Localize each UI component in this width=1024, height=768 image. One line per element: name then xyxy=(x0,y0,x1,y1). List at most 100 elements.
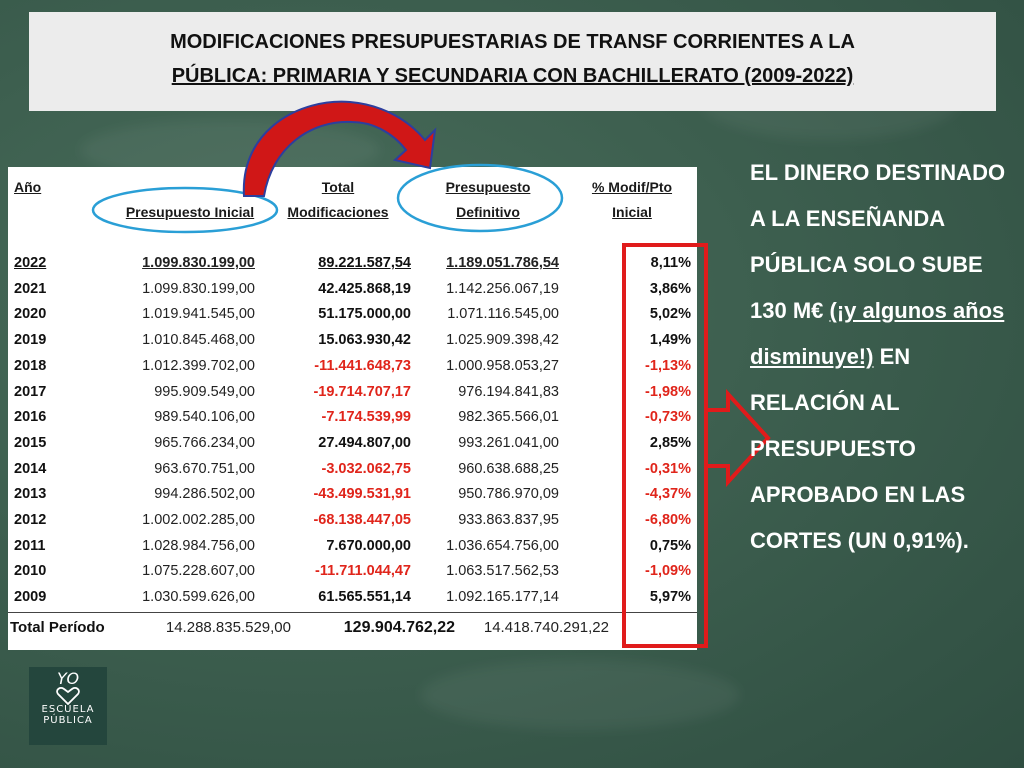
definitive-budget-ellipse xyxy=(396,163,564,233)
modifications-cell: -7.174.539,99 xyxy=(321,409,412,426)
year-cell: 2015 xyxy=(14,434,47,451)
table-row: 2014 963.670.751,00 -3.032.062,75 960.638.6… xyxy=(8,457,697,482)
title-line-1: MODIFICACIONES PRESUPUESTARIAS DE TRANSF… xyxy=(170,31,855,53)
pct-highlight-box xyxy=(622,243,708,648)
pct-cell: 8,11% xyxy=(650,255,691,271)
modifications-cell: 61.565.551,14 xyxy=(318,589,411,606)
year-cell: 2018 xyxy=(14,357,47,374)
initial-budget-cell: 995.909.549,00 xyxy=(154,383,255,400)
side-text-part-2: (¡y algunos años disminuye!) xyxy=(750,298,1005,369)
year-cell: 2017 xyxy=(14,383,47,400)
year-cell: 2011 xyxy=(14,537,46,554)
modifications-cell: -11.711.044,47 xyxy=(315,563,411,580)
header-total-mod-1: Total xyxy=(321,179,355,195)
initial-budget-cell: 994.286.502,00 xyxy=(154,486,255,503)
modifications-cell: -68.138.447,05 xyxy=(313,512,411,528)
initial-budget-cell: 963.670.751,00 xyxy=(154,460,255,477)
pct-cell: 2,85% xyxy=(649,434,691,451)
right-arrow-icon xyxy=(708,388,771,488)
initial-budget-cell: 1.075.228.607,00 xyxy=(142,563,255,580)
table-row: 2018 1.012.399.702,00 -11.441.648,73 1.000.… xyxy=(8,354,697,379)
year-cell: 2022 xyxy=(14,255,47,271)
year-cell: 2009 xyxy=(14,589,47,606)
definitive-budget-cell: 933.863.837,95 xyxy=(458,512,559,528)
modifications-cell: -11.441.648,73 xyxy=(314,357,411,374)
year-cell: 2019 xyxy=(14,332,47,349)
pct-cell: 5,97% xyxy=(649,589,691,606)
initial-budget-cell: 1.012.399.702,00 xyxy=(142,357,255,374)
year-cell: 2014 xyxy=(14,460,47,477)
initial-budget-cell: 1.099.830.199,00 xyxy=(142,255,255,271)
heart-icon xyxy=(56,687,80,705)
total-definitive: 14.418.740.291,22 xyxy=(483,619,609,636)
header-definitive-1: Presupuesto xyxy=(445,179,531,195)
title-line-2: PÚBLICA: PRIMARIA Y SECUNDARIA CON BACHI… xyxy=(171,65,854,87)
modifications-cell: -3.032.062,75 xyxy=(321,460,412,477)
side-text-part-1: EL DINERO DESTINADO A LA ENSEÑANDA PÚBLI… xyxy=(750,160,1006,323)
initial-budget-ellipse xyxy=(91,186,279,234)
initial-budget-cell: 1.099.830.199,00 xyxy=(142,280,255,297)
logo-yo: YO xyxy=(56,669,80,688)
escuela-publica-logo: YO ESCUELA PÚBLICA xyxy=(29,667,107,745)
pct-cell: -1,09% xyxy=(645,563,691,580)
year-cell: 2010 xyxy=(14,563,47,580)
header-definitive-2: Definitivo xyxy=(456,204,520,220)
initial-budget-cell: 1.010.845.468,00 xyxy=(142,332,255,349)
total-modifications: 129.904.762,22 xyxy=(343,619,455,636)
modifications-cell: 89.221.587,54 xyxy=(318,255,411,271)
definitive-budget-cell: 1.025.909.398,42 xyxy=(446,332,559,349)
definitive-budget-cell: 976.194.841,83 xyxy=(458,383,559,400)
table-row: 2017 995.909.549,00 -19.714.707,17 976.194.… xyxy=(8,380,697,405)
year-cell: 2013 xyxy=(14,486,47,503)
modifications-cell: 27.494.807,00 xyxy=(318,434,411,451)
initial-budget-cell: 1.019.941.545,00 xyxy=(142,306,255,323)
header-total-mod-2: Modificaciones xyxy=(287,204,389,220)
definitive-budget-cell: 1.071.116.545,00 xyxy=(447,306,559,323)
title-banner: MODIFICACIONES PRESUPUESTARIAS DE TRANSF… xyxy=(29,12,996,111)
header-pct-2: Inicial xyxy=(612,204,652,220)
logo-line-1: ESCUELA xyxy=(41,704,95,715)
table-row: 2019 1.010.845.468,00 15.063.930,42 1.025.9… xyxy=(8,328,697,353)
definitive-budget-cell: 1.189.051.786,54 xyxy=(446,255,559,271)
year-cell: 2020 xyxy=(14,306,47,323)
table-row: 2021 1.099.830.199,00 42.425.868,19 1.142.2… xyxy=(8,277,697,302)
modifications-cell: 51.175.000,00 xyxy=(318,306,411,323)
modifications-cell: 42.425.868,19 xyxy=(318,280,411,297)
pct-cell: -0,31% xyxy=(645,460,691,477)
side-text-part-3: EN RELACIÓN AL PRESUPUESTO APROBADO EN L… xyxy=(750,344,969,553)
definitive-budget-cell: 993.261.041,00 xyxy=(458,434,559,451)
pct-cell: 3,86% xyxy=(649,280,691,297)
header-year: Año xyxy=(14,179,42,195)
table-row: 2009 1.030.599.626,00 61.565.551,14 1.092.1… xyxy=(8,585,697,610)
definitive-budget-cell: 1.063.517.562,53 xyxy=(446,563,559,580)
modifications-cell: -19.714.707,17 xyxy=(313,383,411,400)
table-row: 2020 1.019.941.545,00 51.175.000,00 1.071.1… xyxy=(8,302,697,327)
total-label: Total Período xyxy=(10,619,105,636)
budget-table: Año Presupuesto Inicial Total Modificaci… xyxy=(8,167,697,650)
definitive-budget-cell: 1.092.165.177,14 xyxy=(446,589,559,606)
initial-budget-cell: 965.766.234,00 xyxy=(154,434,255,451)
definitive-budget-cell: 1.142.256.067,19 xyxy=(446,280,559,297)
definitive-budget-cell: 950.786.970,09 xyxy=(458,486,559,503)
year-cell: 2021 xyxy=(14,280,47,297)
initial-budget-cell: 1.030.599.626,00 xyxy=(142,589,255,606)
year-cell: 2016 xyxy=(14,409,47,426)
pct-cell: -6,80% xyxy=(645,512,691,528)
table-row: 2016 989.540.106,00 -7.174.539,99 982.365.5… xyxy=(8,405,697,430)
total-row: Total Período 14.288.835.529,00 129.904.… xyxy=(8,612,697,643)
pct-cell: -4,37% xyxy=(645,486,691,503)
table-row: 2015 965.766.234,00 27.494.807,00 993.261.0… xyxy=(8,431,697,456)
table-row: 2011 1.028.984.756,00 7.670.000,00 1.036.65… xyxy=(8,534,697,559)
pct-cell: 0,75% xyxy=(649,537,691,554)
modifications-cell: 7.670.000,00 xyxy=(326,537,411,554)
side-message: EL DINERO DESTINADO A LA ENSEÑANDA PÚBLI… xyxy=(750,150,1020,564)
modifications-cell: 15.063.930,42 xyxy=(318,332,411,349)
header-initial-budget: Presupuesto Inicial xyxy=(125,204,255,220)
year-cell: 2012 xyxy=(14,512,47,528)
initial-budget-cell: 989.540.106,00 xyxy=(154,409,255,426)
table-row: 2022 1.099.830.199,00 89.221.587,54 1.189.0… xyxy=(8,251,697,276)
pct-cell: 5,02% xyxy=(649,306,691,323)
logo-line-2: PÚBLICA xyxy=(43,715,93,726)
pct-cell: 1,49% xyxy=(649,332,691,349)
total-initial: 14.288.835.529,00 xyxy=(165,619,291,636)
